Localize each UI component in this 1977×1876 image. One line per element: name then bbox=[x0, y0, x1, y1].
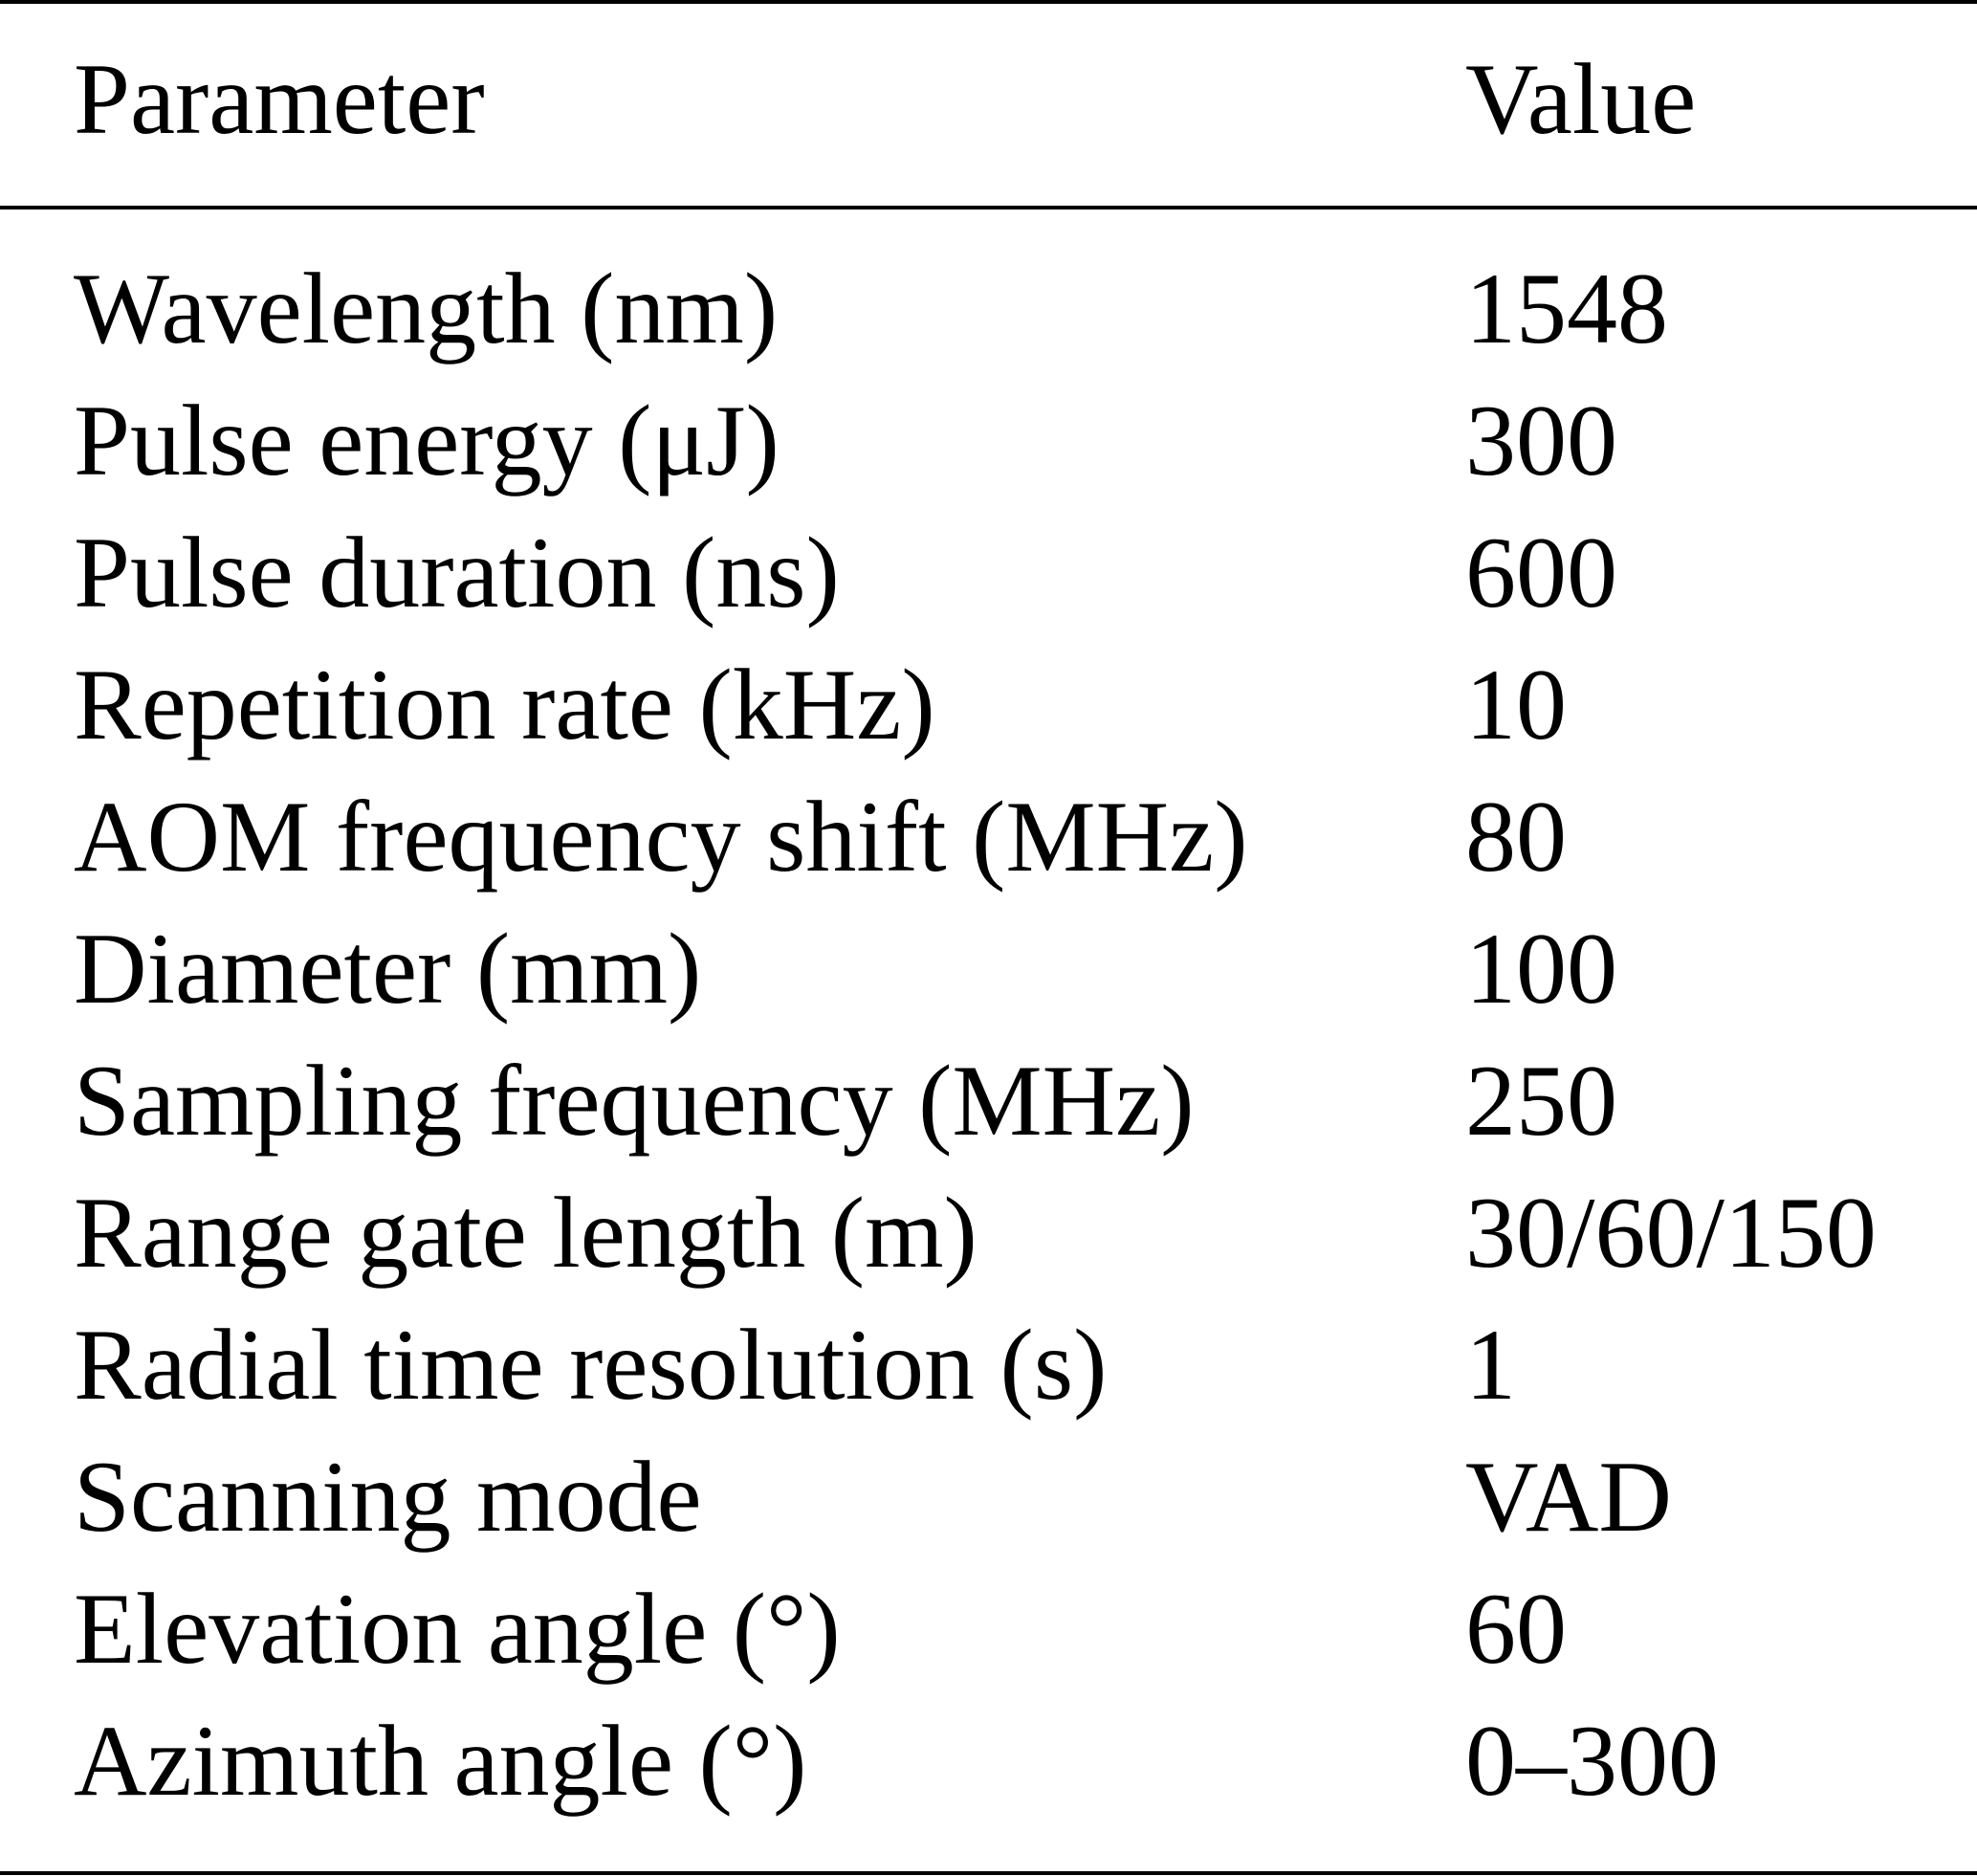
value-cell: 60 bbox=[1465, 1573, 1567, 1685]
value-cell: 10 bbox=[1465, 649, 1567, 761]
value-cell: 30/60/150 bbox=[1465, 1177, 1877, 1289]
table-bottom-rule bbox=[0, 1871, 1977, 1875]
parameter-cell: Radial time resolution (s) bbox=[74, 1309, 1108, 1421]
parameter-cell: Diameter (mm) bbox=[74, 913, 702, 1025]
parameter-cell: Range gate length (m) bbox=[74, 1177, 978, 1289]
value-cell: 1548 bbox=[1465, 253, 1668, 364]
value-cell: 250 bbox=[1465, 1045, 1617, 1157]
parameter-cell: Elevation angle (°) bbox=[74, 1573, 841, 1685]
parameter-cell: AOM frequency shift (MHz) bbox=[74, 781, 1248, 893]
value-cell: 600 bbox=[1465, 517, 1617, 629]
parameter-cell: Azimuth angle (°) bbox=[74, 1705, 807, 1817]
parameter-cell: Pulse duration (ns) bbox=[74, 517, 840, 629]
value-cell: 300 bbox=[1465, 385, 1617, 497]
header-value: Value bbox=[1465, 43, 1697, 155]
parameter-cell: Wavelength (nm) bbox=[74, 253, 779, 364]
parameter-cell: Scanning mode bbox=[74, 1441, 702, 1553]
table-top-rule bbox=[0, 0, 1977, 4]
header-parameter: Parameter bbox=[74, 43, 485, 155]
value-cell: VAD bbox=[1465, 1441, 1672, 1553]
parameter-cell: Repetition rate (kHz) bbox=[74, 649, 935, 761]
value-cell: 1 bbox=[1465, 1309, 1516, 1421]
value-cell: 100 bbox=[1465, 913, 1617, 1025]
table-header-rule bbox=[0, 206, 1977, 210]
value-cell: 0–300 bbox=[1465, 1705, 1719, 1817]
parameter-cell: Sampling frequency (MHz) bbox=[74, 1045, 1195, 1157]
value-cell: 80 bbox=[1465, 781, 1567, 893]
parameter-cell: Pulse energy (μJ) bbox=[74, 385, 780, 497]
